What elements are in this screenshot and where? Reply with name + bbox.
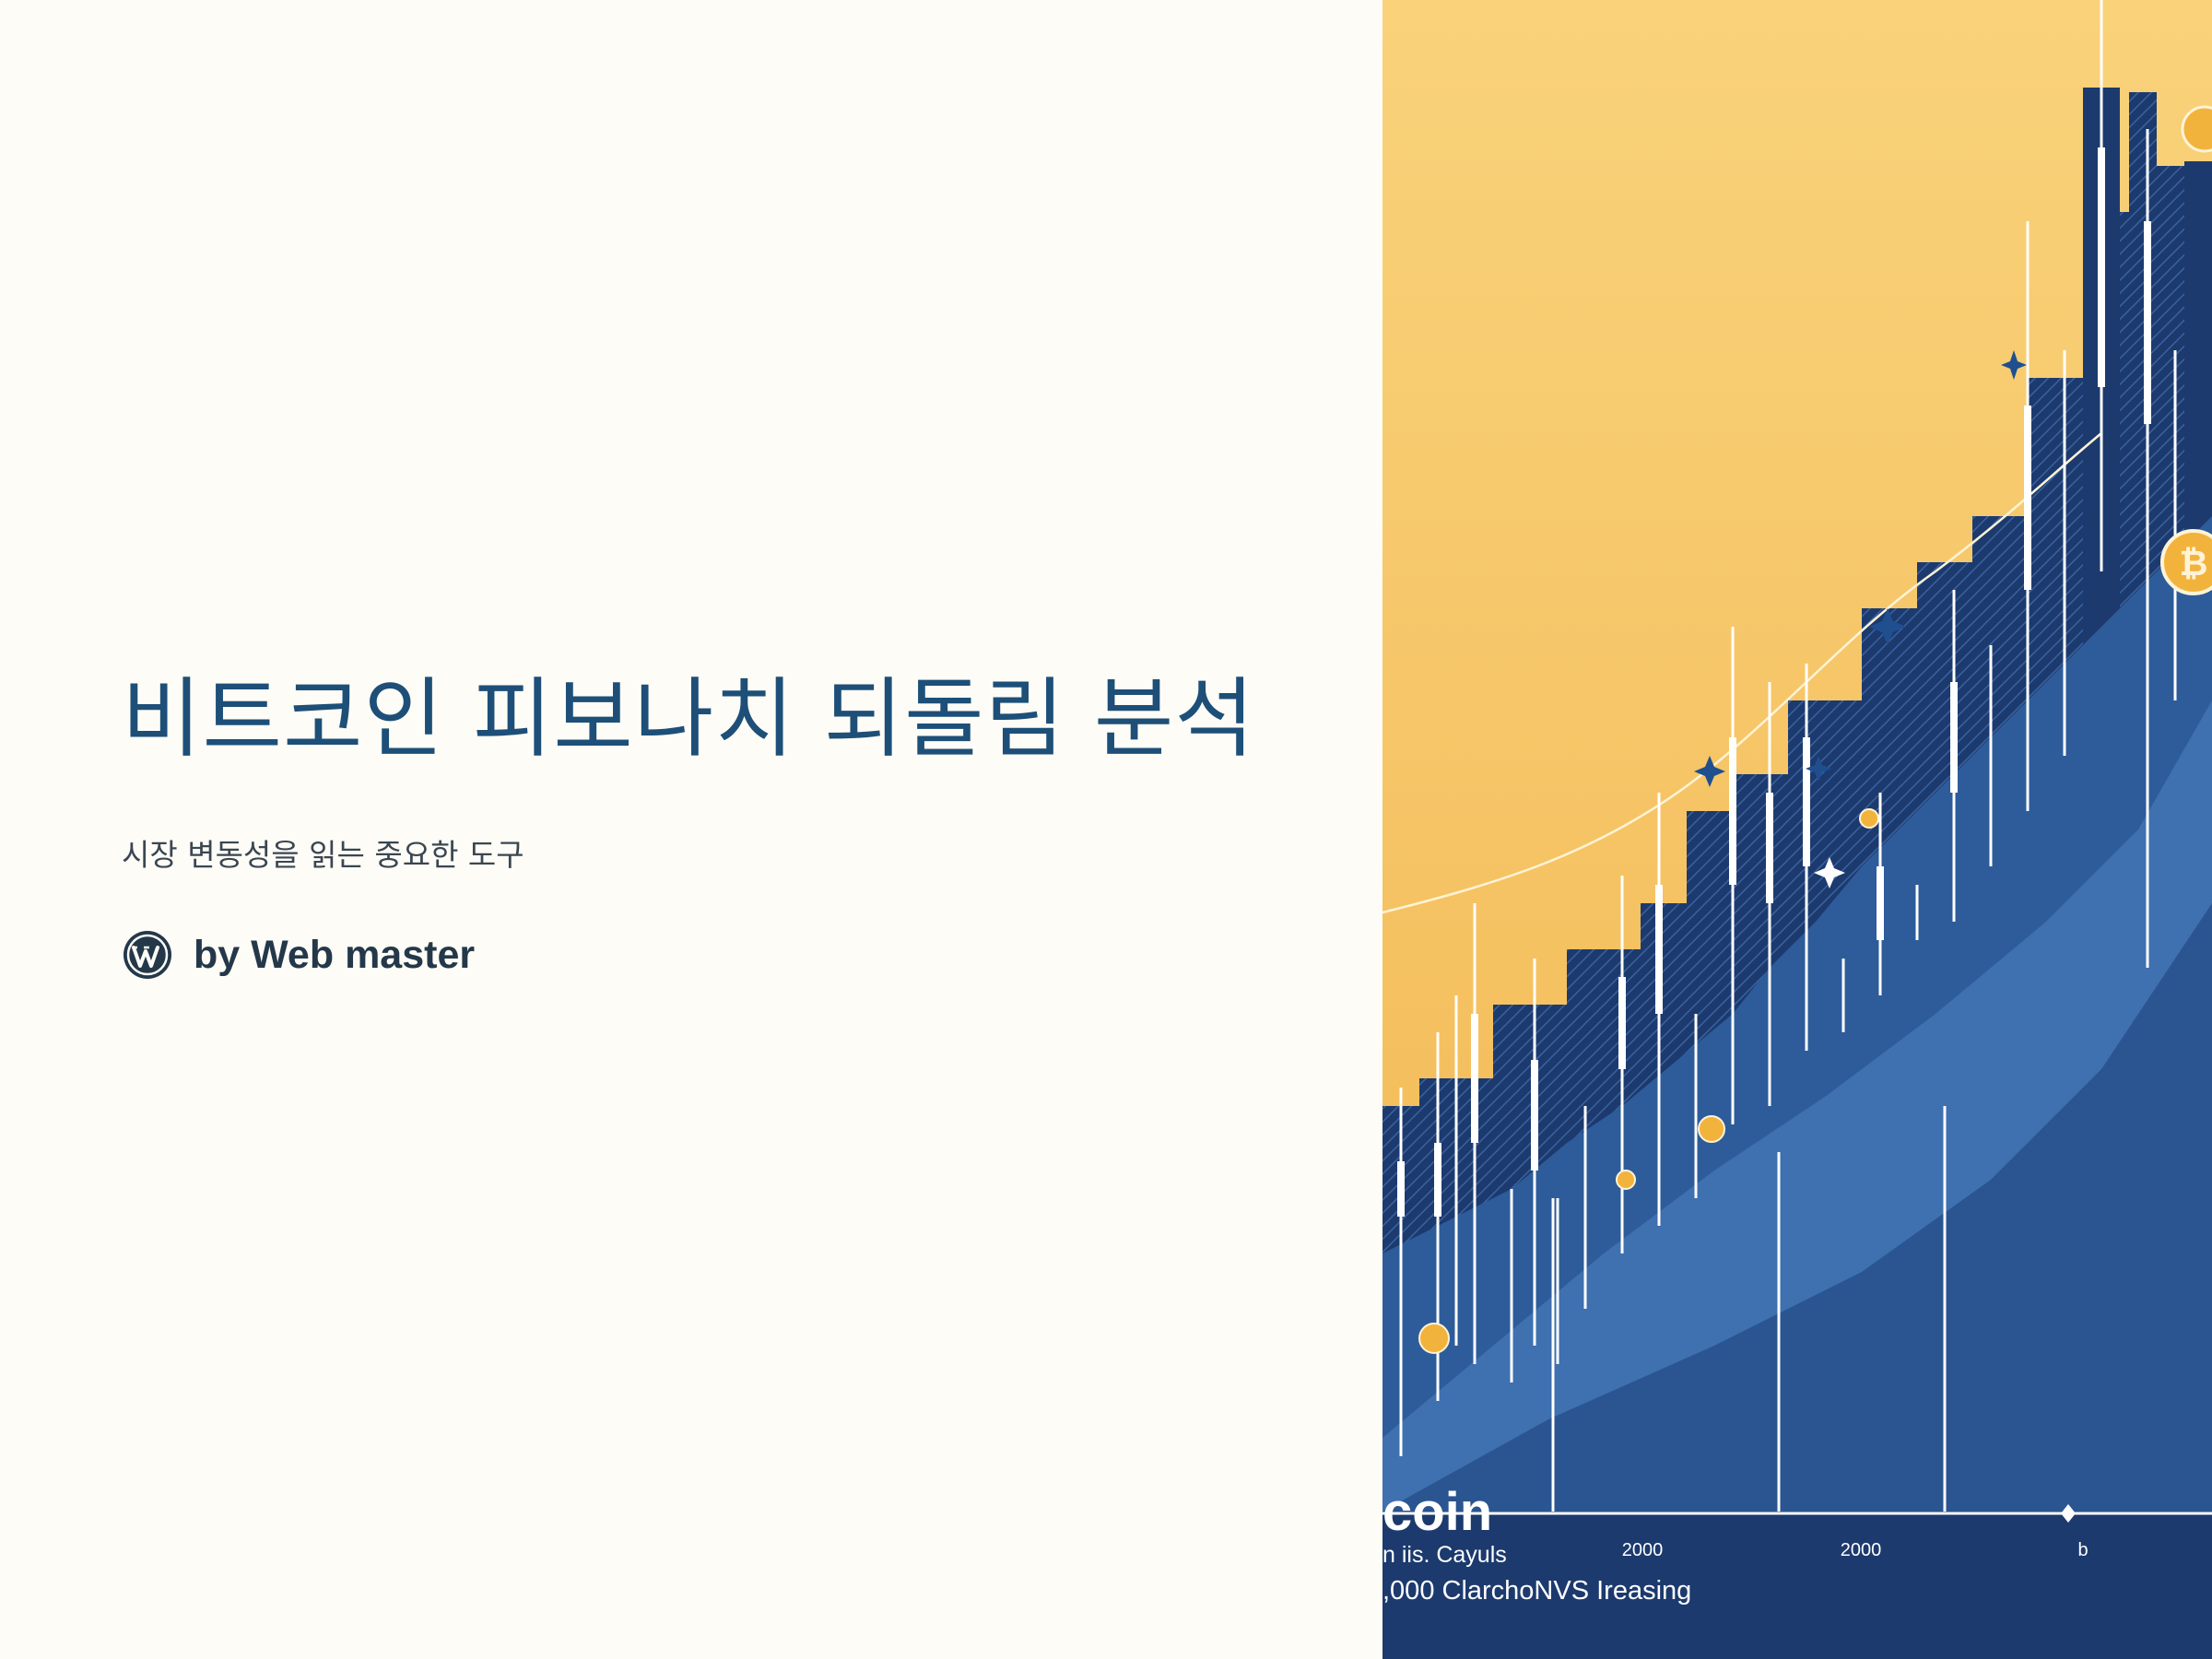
- candle-bodies: [1397, 147, 2151, 1217]
- axis-label-2: 2000: [1841, 1540, 1882, 1560]
- image-caption-2: ,000 ClarchoNVS Ireasing: [1382, 1576, 1691, 1606]
- bitcoin-chart-illustration: ₿ coin n iis. Cayuls ,000 ClarchoNVS Ire…: [1382, 0, 2212, 1659]
- text-panel: 비트코인 피보나치 되돌림 분석 시장 변동성을 읽는 중요한 도구 by We…: [122, 669, 1255, 982]
- bitcoin-coin-icons: ₿: [1418, 105, 2212, 1354]
- trend-line: [1382, 432, 2102, 914]
- axis-marker-icon: [2061, 1504, 2076, 1523]
- chart-footer: [1382, 1512, 2212, 1659]
- wordpress-icon: [124, 931, 171, 979]
- front-wedge: [1382, 903, 2212, 1659]
- author-line: by Web master: [122, 927, 475, 982]
- hero-image: ₿ coin n iis. Cayuls ,000 ClarchoNVS Ire…: [1382, 0, 2212, 1659]
- slide-title: 비트코인 피보나치 되돌림 분석: [122, 669, 1255, 770]
- image-caption-1: n iis. Cayuls: [1382, 1542, 1507, 1568]
- slide-subtitle: 시장 변동성을 읽는 중요한 도구: [122, 837, 524, 873]
- author-name: by Web master: [194, 932, 476, 977]
- axis-label-3: b: [2077, 1540, 2088, 1560]
- svg-text:₿: ₿: [2180, 543, 2208, 583]
- coin-word: coin: [1382, 1482, 1492, 1542]
- axis-label-1: 2000: [1622, 1540, 1664, 1560]
- sparkle-icons: [1694, 350, 2027, 787]
- white-sparkle-icons: [1814, 857, 1845, 888]
